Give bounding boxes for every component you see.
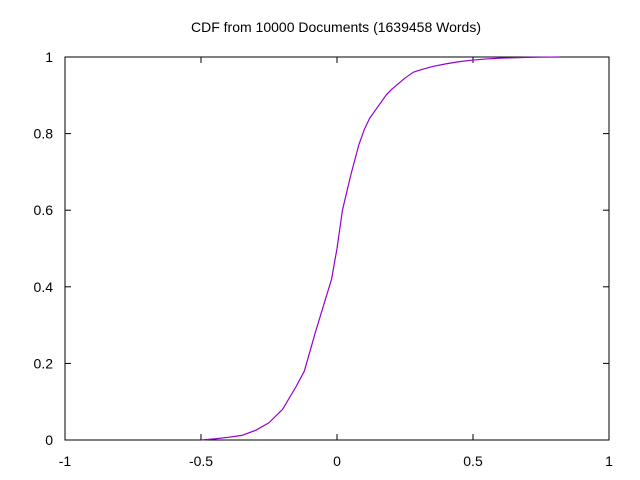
x-tick-label: 1 bbox=[605, 453, 613, 469]
y-tick-label: 0 bbox=[45, 432, 53, 448]
x-tick-label: 0.5 bbox=[463, 453, 483, 469]
y-tick-label: 0.2 bbox=[34, 355, 54, 371]
x-tick-label: 0 bbox=[333, 453, 341, 469]
y-tick-label: 1 bbox=[45, 49, 53, 65]
x-tick-label: -0.5 bbox=[189, 453, 213, 469]
chart-title: CDF from 10000 Documents (1639458 Words) bbox=[191, 19, 481, 35]
y-tick-label: 0.6 bbox=[34, 202, 54, 218]
cdf-series-line bbox=[200, 56, 561, 441]
y-tick-label: 0.8 bbox=[34, 126, 54, 142]
y-tick-label: 0.4 bbox=[34, 279, 54, 295]
x-tick-label: -1 bbox=[59, 453, 72, 469]
tick-group: -1 -0.5 0 0.5 1 0 0.2 0.4 0.6 0.8 1 bbox=[34, 49, 614, 469]
series-group bbox=[200, 56, 561, 441]
